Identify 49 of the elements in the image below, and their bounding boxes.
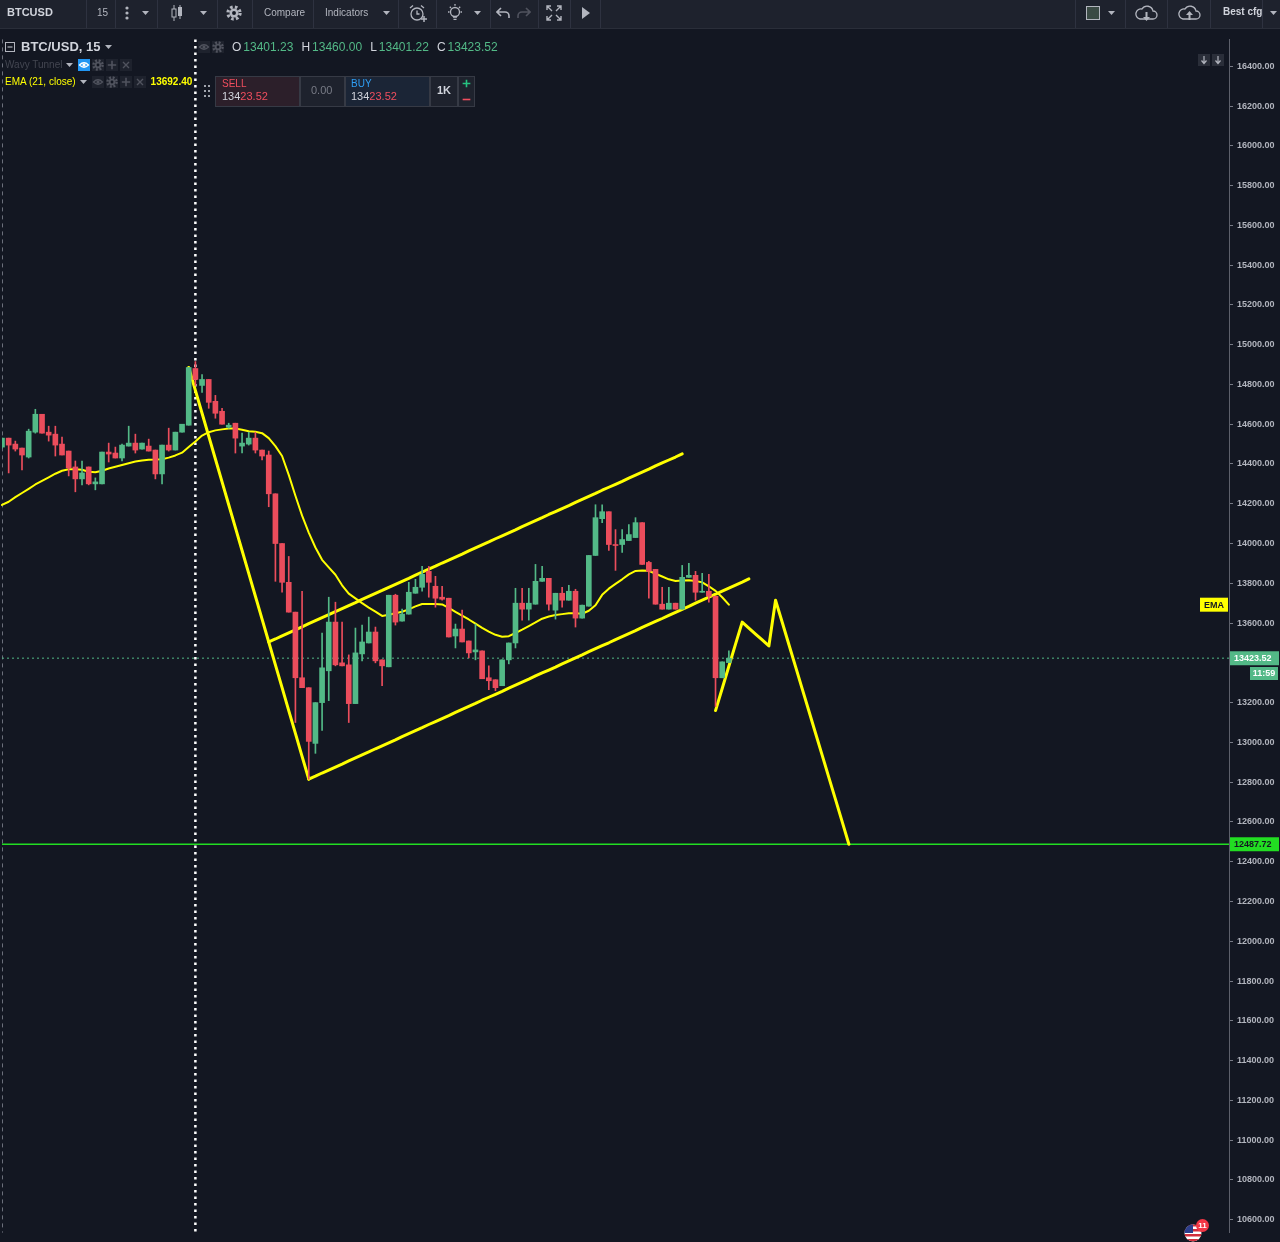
chart-subtitle: O13401.23 H13460.00 L13401.22 C13423.52 xyxy=(232,39,498,54)
y-tick-label: 14200.00 xyxy=(1237,498,1275,509)
y-tick-label: 12800.00 xyxy=(1237,776,1275,787)
y-tick-label: 16000.00 xyxy=(1237,140,1275,151)
annotation: 13423.52 xyxy=(222,90,268,103)
y-tick-label: 12400.00 xyxy=(1237,856,1275,867)
text: Best cfg xyxy=(1223,6,1263,18)
ref-line-label: 12487.72 xyxy=(1234,839,1272,850)
y-tick-label: 12200.00 xyxy=(1237,895,1275,906)
annotation: 13423.52 xyxy=(351,90,397,103)
y-tick-label: 14600.00 xyxy=(1237,418,1275,429)
text: 15 xyxy=(97,7,109,19)
y-tick-label: 15200.00 xyxy=(1237,299,1275,310)
y-tick-label: 11400.00 xyxy=(1237,1055,1275,1066)
annotation: 0.00 xyxy=(311,84,333,98)
y-tick-label: 13000.00 xyxy=(1237,736,1275,747)
y-tick-label: 11600.00 xyxy=(1237,1015,1275,1026)
y-tick-label: 15000.00 xyxy=(1237,339,1275,350)
y-tick-label: 11000.00 xyxy=(1237,1134,1275,1145)
y-tick-label: 10800.00 xyxy=(1237,1174,1275,1185)
y-tick-label: 10600.00 xyxy=(1237,1214,1275,1225)
countdown-badge: 11:59 xyxy=(1250,667,1278,680)
y-tick-label: 13600.00 xyxy=(1237,617,1275,628)
annotation: SELL xyxy=(222,78,247,90)
annotation: EMA xyxy=(1204,599,1225,610)
y-tick-label: 12600.00 xyxy=(1237,816,1275,827)
y-tick-label: 15800.00 xyxy=(1237,180,1275,191)
y-tick-label: 13800.00 xyxy=(1237,577,1275,588)
text: Compare xyxy=(264,7,306,19)
text: Indicators xyxy=(325,7,369,19)
text: BTCUSD xyxy=(7,6,53,20)
y-tick-label: 15400.00 xyxy=(1237,259,1275,270)
y-tick-label: 16400.00 xyxy=(1237,60,1275,71)
annotation: 1K xyxy=(437,84,452,98)
y-tick-label: 14400.00 xyxy=(1237,458,1275,469)
y-tick-label: 15600.00 xyxy=(1237,219,1275,230)
y-tick-label: 13200.00 xyxy=(1237,697,1275,708)
y-tick-label: 14000.00 xyxy=(1237,538,1275,549)
ref-line-label: 13423.52 xyxy=(1234,653,1272,664)
notification-badge: 11 xyxy=(1196,1219,1209,1232)
y-tick-label: 11800.00 xyxy=(1237,975,1275,986)
y-tick-label: 16200.00 xyxy=(1237,100,1275,111)
chart-title: BTC/USD, 15 xyxy=(21,39,101,55)
annotation: BUY xyxy=(351,78,372,90)
annotation: 13692.40 xyxy=(150,76,193,88)
text: EMA (21, close) xyxy=(5,76,76,88)
y-tick-label: 11200.00 xyxy=(1237,1094,1275,1105)
y-tick-label: 14800.00 xyxy=(1237,378,1275,389)
y-tick-label: 12000.00 xyxy=(1237,935,1275,946)
